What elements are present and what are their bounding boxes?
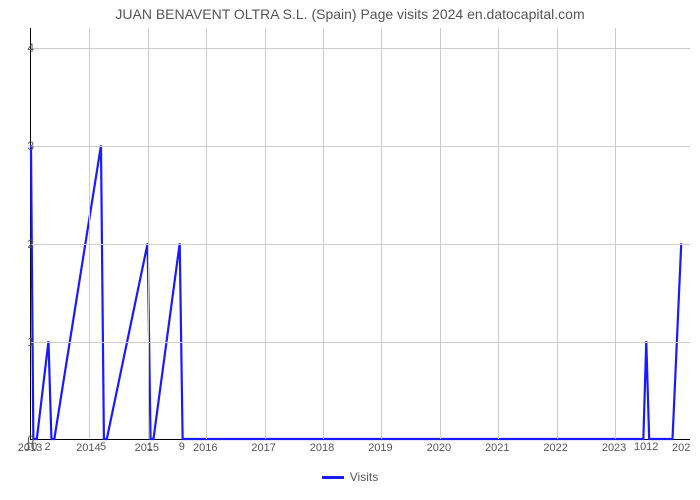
x-tick-label: 2020 [427, 442, 451, 454]
grid-h [31, 48, 690, 49]
grid-v [265, 28, 266, 439]
x-tick-label: 2018 [310, 442, 334, 454]
grid-h [31, 146, 690, 147]
x-tick-label: 2021 [485, 442, 509, 454]
grid-v [615, 28, 616, 439]
grid-v [498, 28, 499, 439]
y-tick-label: 1 [6, 335, 34, 349]
grid-v [206, 28, 207, 439]
chart-container: JUAN BENAVENT OLTRA S.L. (Spain) Page vi… [0, 0, 700, 500]
value-label: 2 [44, 441, 50, 453]
grid-h [31, 244, 690, 245]
chart-title: JUAN BENAVENT OLTRA S.L. (Spain) Page vi… [0, 0, 700, 22]
x-tick-label: 2023 [602, 442, 626, 454]
value-label: 5 [100, 441, 106, 453]
x-tick-label: 2017 [251, 442, 275, 454]
grid-v [440, 28, 441, 439]
visits-line-series [31, 28, 690, 439]
grid-h [31, 342, 690, 343]
y-tick-label: 2 [6, 237, 34, 251]
x-tick-label: 202 [672, 442, 690, 454]
y-tick-label: 4 [6, 41, 34, 55]
y-tick-label: 3 [6, 139, 34, 153]
legend-swatch [322, 476, 344, 479]
value-label: 1012 [634, 441, 658, 453]
x-tick-label: 2014 [76, 442, 100, 454]
grid-v [323, 28, 324, 439]
grid-v [148, 28, 149, 439]
grid-v [381, 28, 382, 439]
value-label: 10 [25, 441, 37, 453]
plot-area [30, 28, 690, 440]
x-tick-label: 2022 [543, 442, 567, 454]
x-tick-label: 2016 [193, 442, 217, 454]
value-label: 1 [147, 441, 153, 453]
grid-v [89, 28, 90, 439]
x-tick-label: 2019 [368, 442, 392, 454]
legend: Visits [0, 470, 700, 484]
legend-label: Visits [350, 470, 378, 484]
grid-v [557, 28, 558, 439]
value-label: 9 [179, 441, 185, 453]
